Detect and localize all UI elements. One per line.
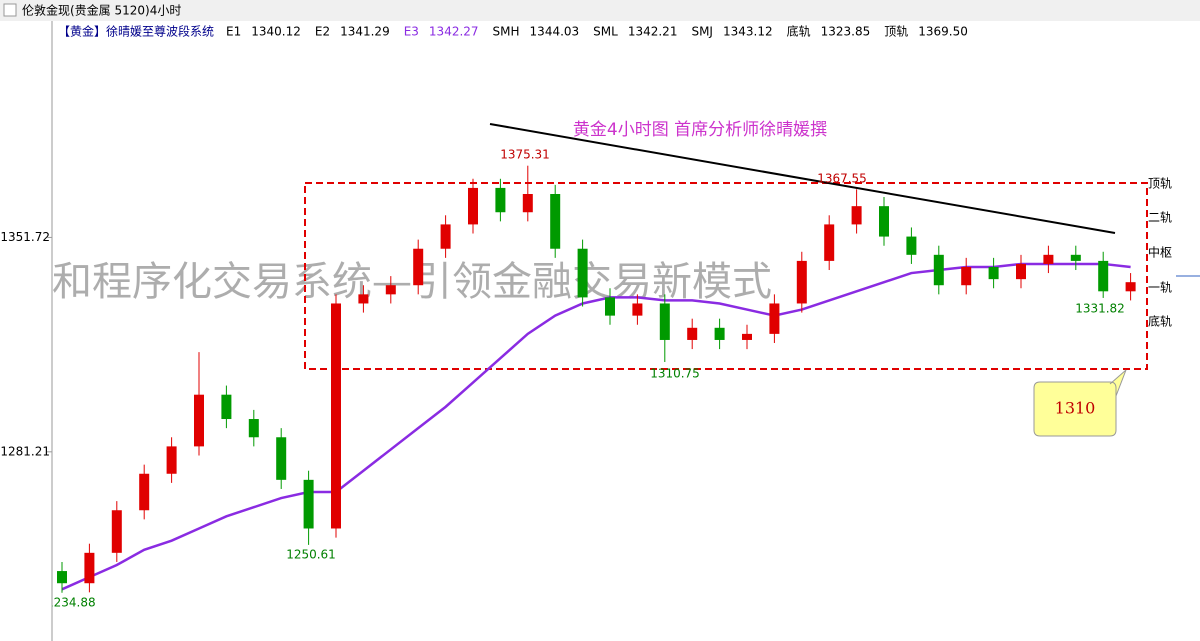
indicator-label: E1 — [226, 25, 241, 39]
channel-label: 中枢 — [1148, 245, 1172, 260]
candle-body — [303, 479, 314, 529]
candle-body — [276, 437, 287, 480]
indicator-label: 底轨 — [787, 24, 811, 39]
chart-title: 黄金4小时图 首席分析师徐晴媛撰 — [573, 120, 827, 140]
candle-body — [358, 294, 369, 304]
candle-body — [1098, 260, 1109, 292]
candle-body — [440, 224, 451, 249]
candle-body — [605, 297, 615, 316]
price-label: 1250.61 — [286, 548, 336, 562]
candle-body — [851, 206, 862, 225]
channel-label: 一轨 — [1148, 281, 1172, 295]
candle-body — [194, 394, 204, 447]
price-label: 1234.88 — [46, 596, 96, 610]
candle-body — [1070, 254, 1081, 261]
window-title: 伦敦金现(贵金属 5120)4小时 — [22, 3, 181, 18]
candle-body — [84, 552, 95, 584]
candle-body — [906, 236, 917, 255]
candle-body — [632, 303, 643, 316]
indicator-bar: 【黄金】徐晴媛至尊波段系统 E1 1340.12 E2 1341.29 E3 1342.27… — [58, 24, 968, 39]
candle-body — [468, 187, 478, 225]
price-label: 1331.82 — [1075, 302, 1125, 316]
indicator-value: 1369.50 — [918, 25, 968, 39]
candle-body — [714, 327, 725, 340]
indicator-value: 1340.12 — [251, 25, 301, 39]
channel-box — [304, 182, 1148, 370]
candle-body — [248, 419, 259, 438]
title-bar — [0, 0, 1200, 21]
callout-text: 1310 — [1055, 399, 1096, 418]
candle-body — [57, 571, 67, 584]
candle-body — [522, 194, 533, 213]
candle-body — [933, 254, 944, 286]
ma-line — [61, 262, 1131, 591]
candle-body — [687, 327, 698, 340]
indicator-label: 顶轨 — [884, 25, 908, 39]
candle-body — [769, 303, 780, 334]
candle-body — [1043, 254, 1054, 264]
candle-body — [1125, 282, 1136, 292]
candle-body — [221, 394, 232, 420]
callout-box — [1033, 369, 1127, 437]
candle-body — [495, 187, 506, 213]
indicator-value: 1323.85 — [821, 25, 871, 39]
candle-body — [961, 266, 972, 286]
candle-body — [577, 248, 588, 298]
banner: 和程序化交易系统—引领金融交易新模式 — [52, 259, 772, 305]
indicator-value: 1342.21 — [628, 25, 678, 39]
candle-body — [550, 194, 561, 249]
channel-label: 二轨 — [1148, 211, 1172, 225]
trend-line — [489, 123, 1116, 234]
candle-body — [824, 224, 835, 261]
price-label: 1375.31 — [500, 148, 550, 162]
plot: 和程序化交易系统—引领金融交易新模式 1375.31 1367.55 1310.75 1… — [46, 123, 1148, 610]
icon — [3, 3, 17, 17]
candle-body — [879, 206, 889, 237]
indicator-value: 1341.29 — [340, 25, 390, 39]
indicator-label: SML — [593, 25, 618, 39]
indicator-name: 【黄金】徐晴媛至尊波段系统 — [58, 24, 214, 39]
y-tick-label: 1351.72 — [0, 230, 50, 244]
candle-body — [1016, 263, 1026, 280]
indicator-label: SMJ — [691, 25, 713, 39]
indicator-label: E2 — [315, 25, 330, 39]
candle-body — [166, 446, 177, 474]
candle-body — [413, 248, 424, 286]
indicator-label: SMH — [493, 25, 520, 39]
candle-body — [988, 266, 999, 280]
candle-body — [139, 473, 150, 511]
candle-body — [742, 333, 752, 340]
indicator-label: E3 — [404, 25, 419, 39]
price-label: 1367.55 — [817, 172, 867, 186]
indicator-value: 1344.03 — [530, 25, 580, 39]
candle-body — [385, 285, 396, 295]
candle-body — [659, 303, 670, 340]
candle-body — [111, 510, 122, 553]
y-tick-label: 1281.21 — [0, 444, 50, 458]
indicator-value: 1343.12 — [723, 25, 773, 39]
price-label: 1310.75 — [650, 367, 700, 381]
channel-label: 顶轨 — [1148, 177, 1172, 191]
candle-body — [331, 303, 341, 529]
channel-label: 底轨 — [1148, 314, 1172, 329]
candle-body — [796, 260, 807, 304]
indicator-value: 1342.27 — [429, 25, 479, 39]
